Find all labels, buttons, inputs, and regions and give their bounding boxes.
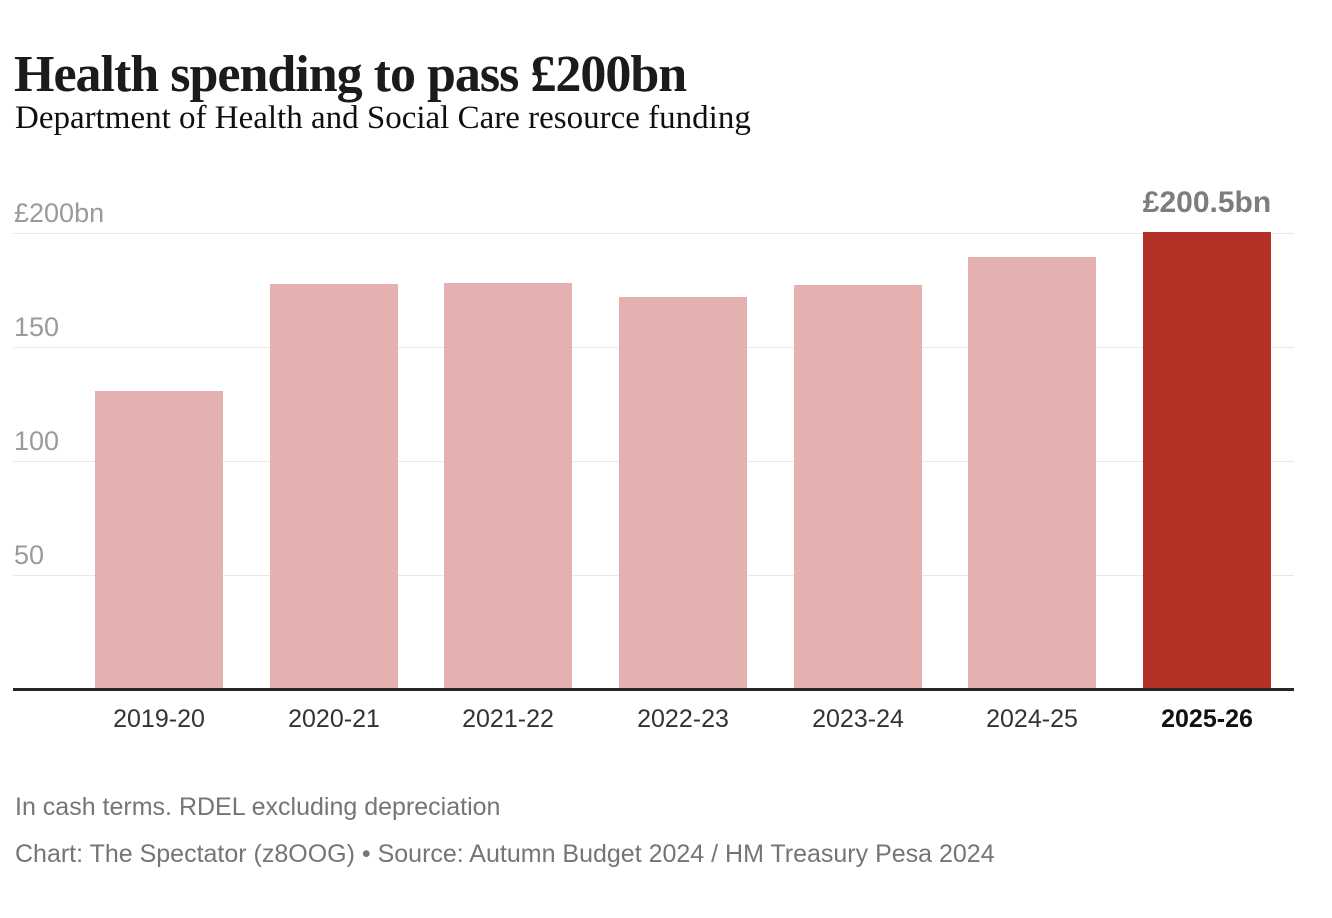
chart-credit: Chart: The Spectator (z8OOG) • Source: A… [15,840,995,868]
y-axis-tick-label: £200bn [14,198,105,228]
bar-2025-26 [1143,232,1271,688]
chart-subtitle: Department of Health and Social Care res… [15,100,751,136]
x-axis-tick-label: 2021-22 [462,705,554,733]
bar-2024-25 [968,257,1096,688]
y-axis-tick-label: 150 [14,312,60,342]
bar-2019-20 [95,391,223,688]
y-axis-tick-label: 100 [14,426,60,456]
bar-2020-21 [270,284,398,688]
bar-2023-24 [794,285,922,688]
chart-title: Health spending to pass £200bn [14,45,687,103]
x-axis-tick-label: 2022-23 [637,705,729,733]
y-axis-tick-label: 50 [14,540,45,570]
x-axis-tick-label: 2019-20 [113,705,205,733]
bar-2021-22 [444,283,572,688]
value-label: £200.5bn [1142,186,1272,219]
x-axis-tick-label: 2025-26 [1161,705,1253,733]
x-axis-tick-label: 2020-21 [288,705,380,733]
x-axis-line [13,688,1294,691]
gridline [13,233,1294,234]
bar-2022-23 [619,297,747,688]
x-axis-tick-label: 2023-24 [812,705,904,733]
x-axis-tick-label: 2024-25 [986,705,1078,733]
chart-note: In cash terms. RDEL excluding depreciati… [15,793,501,821]
